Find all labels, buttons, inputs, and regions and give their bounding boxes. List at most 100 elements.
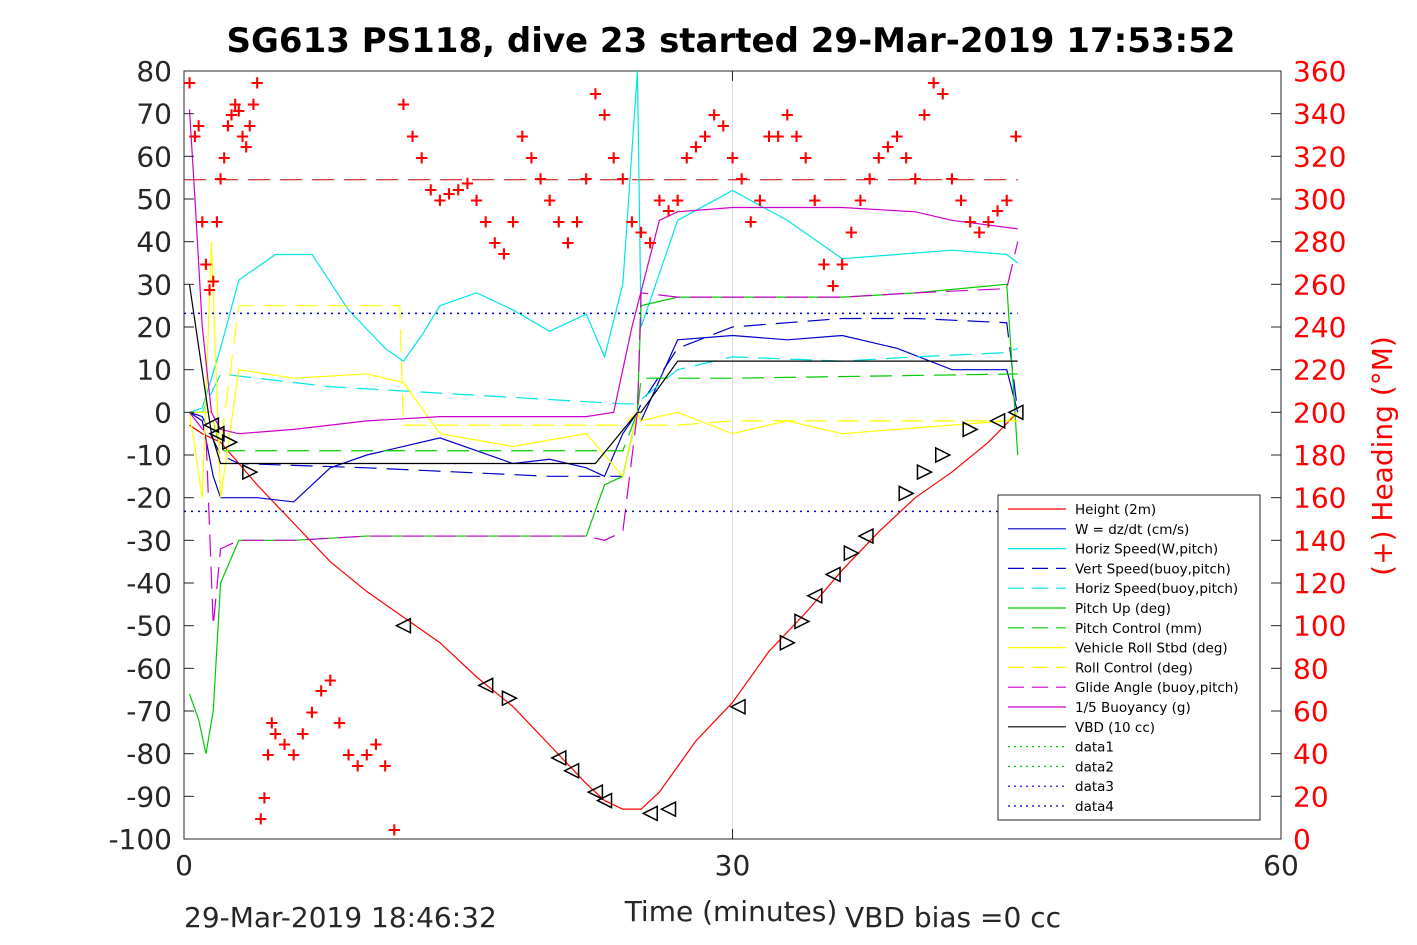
heading-point: +	[469, 190, 484, 211]
heading-point: +	[341, 745, 356, 766]
heading-point: +	[798, 147, 813, 168]
legend-label: data4	[1075, 799, 1114, 815]
heading-point: +	[835, 254, 850, 275]
y-right-tick-label: 0	[1293, 823, 1311, 856]
heading-point: +	[350, 755, 365, 776]
heading-point: +	[853, 190, 868, 211]
legend: Height (2m) W = dz/dt (cm/s) Horiz Speed(W…	[997, 494, 1261, 821]
y-right-tick-label: 240	[1293, 311, 1346, 344]
triangle-marker	[962, 421, 979, 438]
heading-point: +	[972, 222, 987, 243]
heading-point: +	[246, 94, 261, 115]
heading-point: +	[182, 73, 197, 94]
legend-label: Vert Speed(buoy,pitch)	[1075, 561, 1231, 577]
y-right-tick-label: 220	[1293, 354, 1346, 387]
heading-point: +	[890, 126, 905, 147]
x-tick-label: 60	[1263, 849, 1299, 882]
heading-point: +	[202, 280, 217, 301]
heading-point: +	[359, 745, 374, 766]
heading-point: +	[1008, 126, 1023, 147]
x-tick-label: 30	[715, 849, 751, 882]
triangle-marker	[857, 527, 874, 545]
heading-point: +	[707, 105, 722, 126]
legend-label: W = dz/dt (cm/s)	[1075, 522, 1189, 538]
heading-point: +	[752, 190, 767, 211]
heading-point: +	[762, 126, 777, 147]
y-right-tick-label: 200	[1293, 396, 1346, 429]
legend-label: VBD (10 cc)	[1075, 720, 1155, 736]
y-tick-label: 60	[136, 140, 172, 173]
heading-point: +	[981, 211, 996, 232]
triangle-marker	[202, 416, 220, 434]
y-tick-label: 40	[136, 226, 172, 259]
y-tick-label: -30	[126, 524, 172, 557]
triangle-marker	[242, 463, 259, 481]
legend-label: Vehicle Roll Stbd (deg)	[1075, 641, 1228, 657]
heading-point: +	[242, 115, 257, 136]
y-tick-label: -100	[108, 823, 172, 856]
y-right-tick-label: 60	[1293, 695, 1329, 728]
chart-title: SG613 PS118, dive 23 started 29-Mar-2019…	[227, 21, 1236, 61]
triangle-marker	[562, 762, 580, 779]
heading-point: +	[432, 190, 447, 211]
heading-point: +	[533, 169, 548, 190]
heading-point: +	[239, 137, 254, 158]
heading-point: +	[880, 137, 895, 158]
legend-label: data1	[1075, 740, 1114, 756]
heading-point: +	[597, 105, 612, 126]
legend-label: data3	[1075, 779, 1114, 795]
heading-point: +	[396, 94, 411, 115]
y-tick-label: -60	[126, 652, 172, 685]
triangle-marker	[550, 749, 567, 767]
y-right-tick-label: 20	[1293, 780, 1329, 813]
heading-point: +	[264, 713, 279, 734]
heading-point: +	[679, 147, 694, 168]
heading-point: +	[780, 105, 795, 126]
triangle-markers	[202, 404, 1024, 822]
y-tick-label: -70	[126, 695, 172, 728]
heading-point: +	[220, 115, 235, 136]
heading-point: +	[734, 169, 749, 190]
axes: 0 30 6080706050403020100-10-20-30-40-50-60…	[108, 55, 1346, 882]
legend-label: Horiz Speed(W,pitch)	[1075, 542, 1218, 558]
heading-point: +	[277, 734, 292, 755]
heading-point: +	[953, 190, 968, 211]
triangle-marker	[659, 800, 677, 818]
heading-point: +	[935, 83, 950, 104]
triangle-marker	[824, 566, 841, 583]
heading-point: +	[826, 275, 841, 296]
heading-point: +	[917, 105, 932, 126]
heading-point: +	[926, 73, 941, 94]
heading-point: +	[579, 169, 594, 190]
heading-point: +	[257, 787, 272, 808]
series-line	[188, 284, 1018, 465]
heading-point: +	[460, 173, 475, 194]
heading-point: +	[195, 211, 210, 232]
heading-point: +	[368, 734, 383, 755]
heading-point: +	[261, 745, 276, 766]
footer-timestamp: 29-Mar-2019 18:46:32	[184, 901, 497, 934]
y-right-tick-label: 80	[1293, 652, 1329, 685]
heading-points: ++++++++++++++++++++++++++++++++++++++++…	[182, 73, 1024, 841]
heading-point: +	[209, 211, 224, 232]
heading-point: +	[624, 211, 639, 232]
heading-point: +	[378, 755, 393, 776]
heading-point: +	[862, 169, 877, 190]
triangle-marker	[988, 412, 1006, 430]
series-line	[189, 70, 1019, 413]
y-tick-label: -40	[126, 567, 172, 600]
heading-point: +	[771, 126, 786, 147]
y-right-tick-label: 120	[1293, 567, 1346, 600]
y-right-tick-label: 320	[1293, 140, 1346, 173]
triangle-marker	[595, 792, 613, 809]
heading-point: +	[606, 147, 621, 168]
y-tick-label: 30	[136, 268, 172, 301]
heading-point: +	[560, 233, 575, 254]
x-tick-label: 0	[175, 849, 193, 882]
y-tick-label: 20	[136, 311, 172, 344]
triangle-marker	[501, 689, 519, 707]
heading-point: +	[661, 201, 676, 222]
heading-point: +	[405, 126, 420, 147]
heading-point: +	[323, 670, 338, 691]
heading-point: +	[725, 147, 740, 168]
